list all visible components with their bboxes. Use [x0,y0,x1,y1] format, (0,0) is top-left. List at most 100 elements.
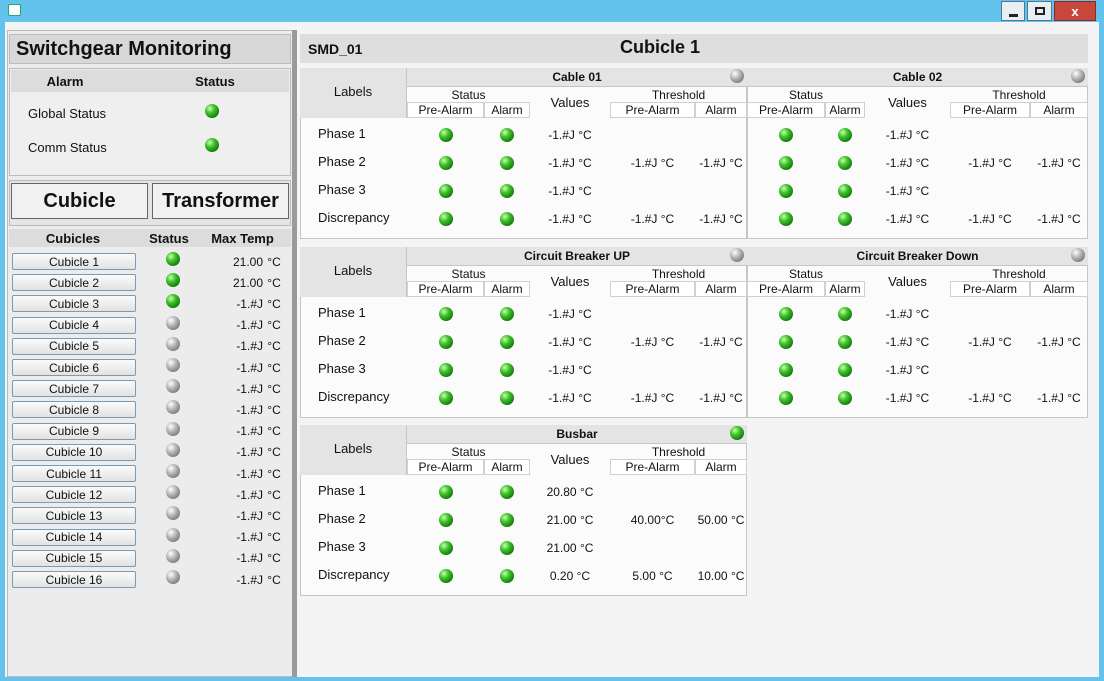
cubicle-button[interactable]: Cubicle 3 [12,295,136,313]
max-temp: -1.#J [236,339,263,354]
temp-unit: °C [267,572,281,587]
cubicles-header-cell: Status [149,230,189,246]
status-led [166,379,180,394]
row-label: Discrepancy [318,388,390,404]
temp-unit: °C [267,466,281,481]
cell-value: -1.#J °C [885,212,930,226]
sub-header: Pre-Alarm [747,281,825,297]
panel-title: Circuit Breaker Down [856,249,979,263]
cell-value: 10.00 °C [697,569,745,583]
max-temp: -1.#J [236,508,263,523]
status-led [166,315,180,330]
status-led [166,548,180,563]
maximize-button[interactable] [1027,1,1052,21]
max-temp: -1.#J [236,487,263,502]
cubicle-button[interactable]: Cubicle 15 [12,549,136,567]
row-label: Phase 2 [318,510,366,526]
temp-unit: °C [267,254,281,269]
group-header: Status [747,265,865,281]
cell-value: -1.#J °C [548,307,592,321]
temp-unit: °C [267,381,281,396]
cubicle-button[interactable]: Cubicle 5 [12,337,136,355]
max-temp: -1.#J [236,424,263,439]
max-temp: -1.#J [236,551,263,566]
sub-header: Alarm [695,102,747,118]
panel-title-bar [407,247,747,265]
cell-value: -1.#J °C [1037,335,1081,349]
status-led [438,212,453,226]
cubicle-button[interactable]: Cubicle 2 [12,274,136,292]
row-label: Phase 3 [318,360,366,376]
alarm-label: Comm Status [28,139,107,155]
status-led [166,252,180,266]
group-header: Threshold [610,86,747,102]
cubicle-button[interactable]: Cubicle 16 [12,571,136,588]
panel-title: Circuit Breaker UP [523,249,631,263]
cell-value: -1.#J °C [968,391,1012,405]
cell-value: -1.#J °C [1037,391,1081,405]
status-led [779,363,793,377]
cubicle-button[interactable]: Cubicle 11 [12,465,136,482]
cell-value: -1.#J °C [885,128,930,142]
cell-value: 0.20 °C [549,569,591,583]
status-led [500,569,514,583]
cubicle-button[interactable]: Cubicle 14 [12,528,136,546]
tab-button[interactable]: Transformer [152,183,289,219]
status-led [500,212,514,226]
close-button[interactable]: x [1054,1,1096,21]
status-led [838,128,852,142]
status-led [838,363,852,377]
cubicle-button[interactable]: Cubicle 13 [12,507,136,525]
cubicle-button[interactable]: Cubicle 8 [12,401,136,419]
cubicle-button[interactable]: Cubicle 4 [12,316,136,334]
temp-unit: °C [267,487,281,502]
status-led [500,513,514,527]
cubicles-header [9,229,291,247]
status-led [205,104,219,118]
status-led [779,335,793,349]
status-led [166,400,180,415]
sub-header: Pre-Alarm [610,102,695,118]
cubicle-button[interactable]: Cubicle 1 [12,253,136,270]
cubicle-button[interactable]: Cubicle 12 [12,486,136,504]
panel [747,68,1088,239]
status-led [438,569,453,583]
status-led [730,248,744,262]
tab-button[interactable]: Cubicle [11,183,148,219]
values-header: Values [865,265,950,297]
row-label: Phase 1 [318,482,366,498]
sub-header: Alarm [484,102,530,118]
cell-value: -1.#J °C [885,335,930,349]
row-label: Phase 1 [318,304,366,320]
cell-value: 40.00°C [630,513,675,527]
temp-unit: °C [267,360,281,375]
cell-value: 20.80 °C [546,485,594,499]
cell-value: -1.#J °C [1037,156,1081,170]
cubicle-button[interactable]: Cubicle 9 [12,422,136,440]
cubicle-button[interactable]: Cubicle 7 [12,380,136,398]
cell-value: -1.#J °C [548,391,592,405]
status-led [500,391,514,405]
cell-value: -1.#J °C [885,156,930,170]
status-led [838,156,852,170]
cubicle-button[interactable]: Cubicle 6 [12,359,136,376]
app-icon [8,4,21,16]
sub-header: Pre-Alarm [747,102,825,118]
values-header: Values [865,86,950,118]
sub-header: Alarm [695,281,747,297]
max-temp: -1.#J [236,360,263,375]
cubicle-button[interactable]: Cubicle 10 [12,443,136,461]
sub-header: Pre-Alarm [407,102,484,118]
max-temp: -1.#J [236,318,263,333]
labels-header: Labels [300,247,407,297]
minimize-button[interactable] [1001,1,1025,21]
cell-value: -1.#J °C [548,212,592,226]
group-header: Status [407,443,530,459]
values-header: Values [530,86,610,118]
status-led [438,485,453,499]
max-temp: -1.#J [236,466,263,481]
status-led [438,156,453,170]
temp-unit: °C [267,530,281,545]
cell-value: -1.#J °C [630,391,675,405]
status-led [166,464,180,478]
